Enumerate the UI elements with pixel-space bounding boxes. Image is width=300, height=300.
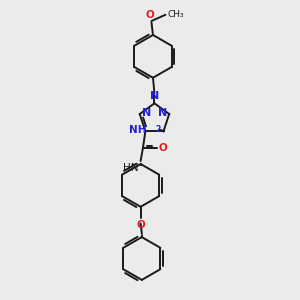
Text: NH: NH [129,125,147,135]
Text: O: O [146,10,155,20]
Text: N: N [150,91,159,101]
Text: O: O [136,220,145,230]
Text: O: O [158,142,167,153]
Text: N: N [142,108,151,118]
Text: 2: 2 [155,125,160,134]
Text: N: N [158,108,167,118]
Text: HN: HN [123,163,138,173]
Text: CH₃: CH₃ [167,10,184,19]
